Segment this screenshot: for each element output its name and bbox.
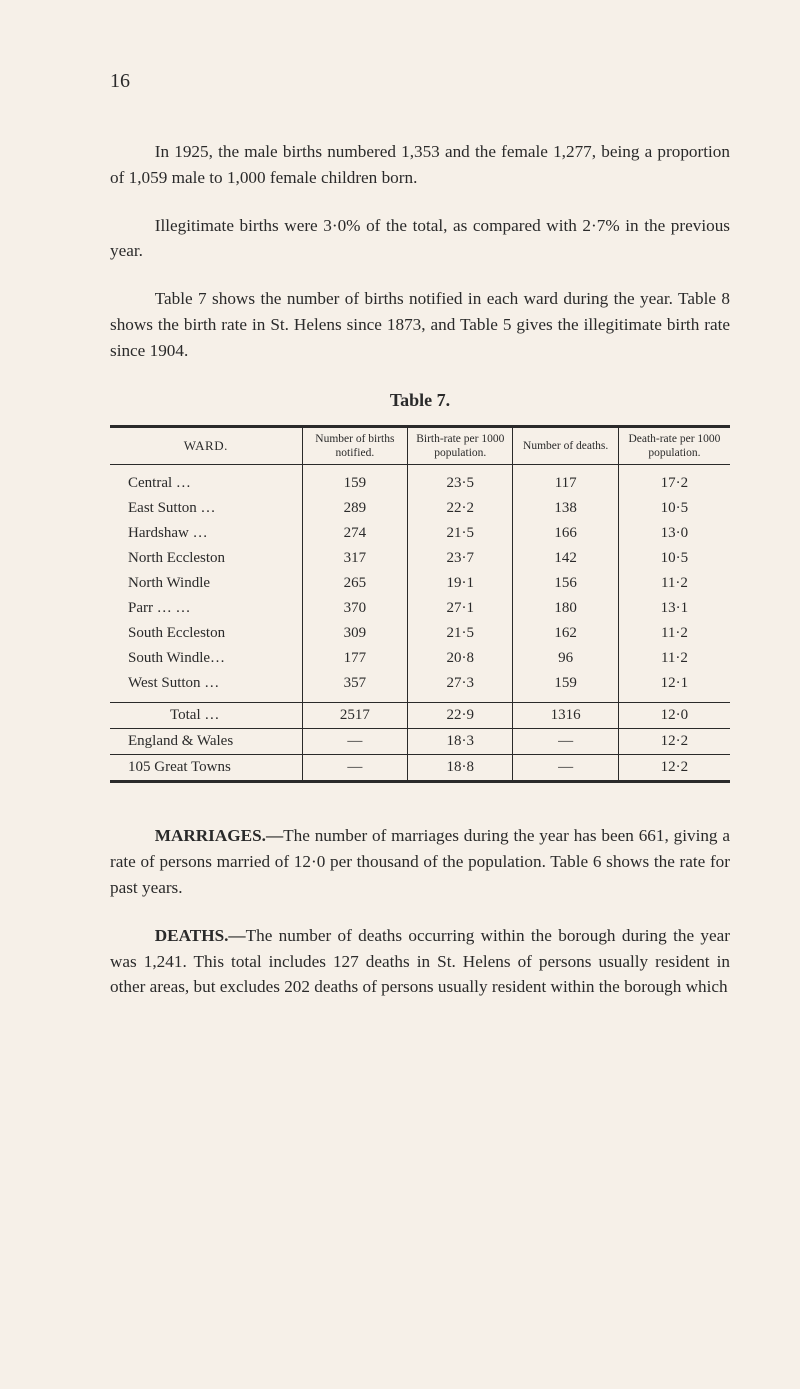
cell-ward: South Eccleston [110,621,302,646]
cell-deaths: 162 [513,621,618,646]
cell-ward: West Sutton … [110,671,302,696]
cell-deaths: 1316 [513,703,618,729]
table-caption: Table 7. [110,390,730,411]
cell-births: — [302,729,407,755]
cell-births: 370 [302,596,407,621]
cell-deaths: — [513,755,618,782]
table-7: WARD. Number of births notified. Birth-r… [110,425,730,784]
cell-birthrate: 27·3 [408,671,513,696]
cell-birthrate: 18·8 [408,755,513,782]
cell-deaths: 156 [513,571,618,596]
table-row: North Eccleston 317 23·7 142 10·5 [110,546,730,571]
cell-deaths: 166 [513,521,618,546]
cell-birthrate: 21·5 [408,621,513,646]
cell-deaths: 96 [513,646,618,671]
cell-deathrate: 12·2 [618,729,730,755]
cell-birthrate: 22·9 [408,703,513,729]
cell-birthrate: 27·1 [408,596,513,621]
england-wales-row: England & Wales — 18·3 — 12·2 [110,729,730,755]
deaths-paragraph: DEATHS.—The number of deaths occurring w… [110,923,730,1000]
cell-births: 357 [302,671,407,696]
table-header-row: WARD. Number of births notified. Birth-r… [110,426,730,465]
cell-births: 177 [302,646,407,671]
cell-deathrate: 11·2 [618,571,730,596]
marriages-paragraph: MARRIAGES.—The number of marriages durin… [110,823,730,900]
cell-ward: England & Wales [110,729,302,755]
great-towns-row: 105 Great Towns — 18·8 — 12·2 [110,755,730,782]
cell-birthrate: 23·7 [408,546,513,571]
cell-deaths: 180 [513,596,618,621]
cell-birthrate: 19·1 [408,571,513,596]
cell-births: 274 [302,521,407,546]
table-row: South Windle… 177 20·8 96 11·2 [110,646,730,671]
cell-birthrate: 23·5 [408,471,513,496]
cell-ward: Central … [110,471,302,496]
cell-deathrate: 12·0 [618,703,730,729]
table-row: South Eccleston 309 21·5 162 11·2 [110,621,730,646]
cell-deaths: — [513,729,618,755]
cell-birthrate: 22·2 [408,496,513,521]
cell-ward: East Sutton … [110,496,302,521]
paragraph-1: In 1925, the male births numbered 1,353 … [110,139,730,191]
cell-ward: Hardshaw … [110,521,302,546]
cell-deaths: 117 [513,471,618,496]
cell-ward: North Eccleston [110,546,302,571]
cell-births: 309 [302,621,407,646]
page-number: 16 [110,70,730,93]
cell-deathrate: 17·2 [618,471,730,496]
cell-birthrate: 21·5 [408,521,513,546]
cell-birthrate: 20·8 [408,646,513,671]
cell-births: 317 [302,546,407,571]
table-row: Central … 159 23·5 117 17·2 [110,471,730,496]
cell-ward: North Windle [110,571,302,596]
paragraph-2: Illegitimate births were 3·0% of the tot… [110,213,730,265]
cell-ward: Parr … … [110,596,302,621]
page: 16 In 1925, the male births numbered 1,3… [0,0,800,1072]
cell-deathrate: 13·1 [618,596,730,621]
cell-deathrate: 11·2 [618,646,730,671]
cell-ward: Total … [110,703,302,729]
table-row: East Sutton … 289 22·2 138 10·5 [110,496,730,521]
col-ward: WARD. [110,426,302,465]
cell-births: 265 [302,571,407,596]
cell-deathrate: 12·1 [618,671,730,696]
total-row: Total … 2517 22·9 1316 12·0 [110,703,730,729]
cell-deathrate: 11·2 [618,621,730,646]
col-deaths: Number of deaths. [513,426,618,465]
col-deathrate: Death-rate per 1000 population. [618,426,730,465]
cell-ward: 105 Great Towns [110,755,302,782]
cell-births: 289 [302,496,407,521]
cell-deathrate: 10·5 [618,546,730,571]
table-row: Parr … … 370 27·1 180 13·1 [110,596,730,621]
cell-deathrate: 13·0 [618,521,730,546]
cell-deaths: 138 [513,496,618,521]
cell-deathrate: 10·5 [618,496,730,521]
paragraph-3: Table 7 shows the number of births notif… [110,286,730,363]
cell-deathrate: 12·2 [618,755,730,782]
cell-ward: South Windle… [110,646,302,671]
col-birthrate: Birth-rate per 1000 population. [408,426,513,465]
cell-births: 2517 [302,703,407,729]
cell-deaths: 159 [513,671,618,696]
table-row: West Sutton … 357 27·3 159 12·1 [110,671,730,696]
table-row: Hardshaw … 274 21·5 166 13·0 [110,521,730,546]
col-births: Number of births notified. [302,426,407,465]
cell-deaths: 142 [513,546,618,571]
marriages-lead: MARRIAGES.— [155,826,283,845]
cell-births: — [302,755,407,782]
table-row: North Windle 265 19·1 156 11·2 [110,571,730,596]
cell-birthrate: 18·3 [408,729,513,755]
deaths-lead: DEATHS.— [155,926,246,945]
cell-births: 159 [302,471,407,496]
